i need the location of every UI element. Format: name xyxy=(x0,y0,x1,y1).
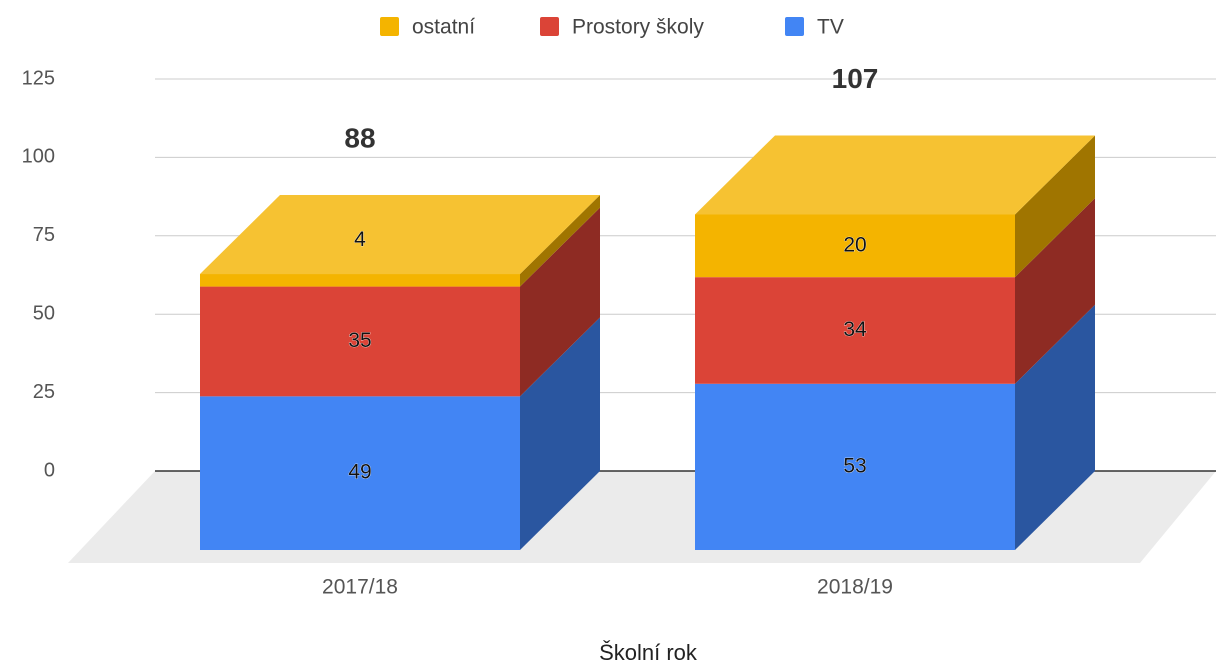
total-label: 107 xyxy=(832,63,879,94)
legend-swatch xyxy=(785,17,804,36)
bar-side xyxy=(1015,198,1095,384)
bar-top xyxy=(695,135,1095,215)
bar-front xyxy=(695,277,1015,384)
legend-label: ostatní xyxy=(412,16,475,39)
bar-top xyxy=(200,195,600,275)
bar-front xyxy=(695,214,1015,278)
value-label: 34 xyxy=(843,318,867,341)
y-tick-label: 25 xyxy=(33,381,55,403)
bar-front xyxy=(695,383,1015,550)
bar-side xyxy=(520,207,600,397)
bar-side xyxy=(520,195,600,287)
total-label: 88 xyxy=(344,122,375,153)
x-tick-label: 2017/18 xyxy=(322,576,398,599)
x-axis-title: Školní rok xyxy=(599,640,698,662)
y-tick-label: 0 xyxy=(44,459,55,481)
y-tick-label: 75 xyxy=(33,224,55,246)
x-tick-label: 2018/19 xyxy=(817,576,893,599)
bar-side xyxy=(520,317,600,550)
legend-swatch xyxy=(540,17,559,36)
legend-swatch xyxy=(380,17,399,36)
value-label: 53 xyxy=(843,454,866,477)
value-label: 35 xyxy=(348,329,371,352)
bar-side xyxy=(1015,135,1095,278)
y-tick-label: 50 xyxy=(33,302,55,324)
legend-label: TV xyxy=(817,16,844,39)
y-tick-label: 100 xyxy=(22,146,55,168)
value-label: 4 xyxy=(354,228,366,251)
legend-label: Prostory školy xyxy=(572,16,704,39)
bar-side xyxy=(1015,304,1095,550)
y-tick-label: 125 xyxy=(22,67,55,89)
bar-front xyxy=(200,274,520,287)
bar-front xyxy=(200,396,520,550)
bar-front xyxy=(200,286,520,397)
value-label: 20 xyxy=(843,233,866,256)
value-label: 49 xyxy=(348,461,371,484)
